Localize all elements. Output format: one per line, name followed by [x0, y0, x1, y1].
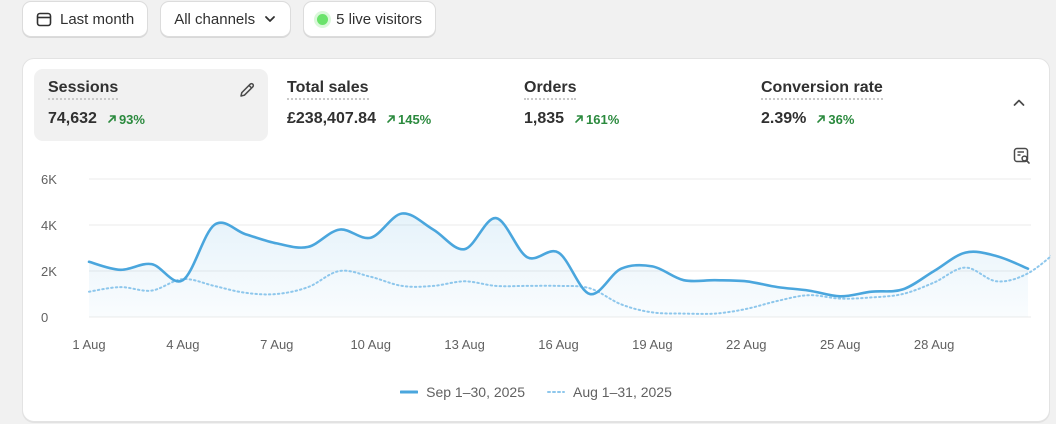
metric-value: £238,407.84	[287, 110, 376, 127]
x-tick-label: 13 Aug	[444, 337, 485, 352]
live-visitors-label: 5 live visitors	[336, 10, 422, 28]
y-tick-label: 4K	[41, 218, 57, 233]
x-tick-label: 4 Aug	[166, 337, 199, 352]
x-tick-label: 22 Aug	[726, 337, 767, 352]
chart-legend: Sep 1–30, 2025 Aug 1–31, 2025	[23, 384, 1049, 400]
x-tick-label: 19 Aug	[632, 337, 673, 352]
series-current-line	[87, 212, 1030, 298]
channels-label: All channels	[174, 10, 256, 28]
metric-change: 36%	[816, 112, 854, 127]
metric-change-value: 161%	[586, 111, 620, 127]
live-visitors-button[interactable]: 5 live visitors	[303, 1, 436, 37]
y-tick-label: 2K	[41, 264, 57, 279]
legend-label-previous: Aug 1–31, 2025	[573, 384, 672, 400]
metric-tab-total-sales[interactable]: Total sales £238,407.84 145%	[273, 69, 493, 141]
analytics-card: 6K 4K 2K 0 1 Aug 4 Aug 7 Aug 10 Aug 13 Aug 16 Aug…	[22, 58, 1051, 422]
arrow-up-right-icon	[575, 115, 583, 123]
series-previous-line	[88, 254, 1051, 315]
legend-item-previous[interactable]: Aug 1–31, 2025	[547, 384, 672, 400]
metric-label: Orders	[524, 79, 577, 100]
chevron-down-icon	[263, 12, 277, 26]
metric-change-value: 93%	[118, 111, 145, 127]
legend-label-current: Sep 1–30, 2025	[426, 384, 525, 400]
x-tick-label: 25 Aug	[820, 337, 861, 352]
x-tick-label: 28 Aug	[914, 337, 955, 352]
metric-value: 2.39%	[761, 110, 807, 127]
live-indicator-dot	[317, 13, 329, 25]
channels-dropdown[interactable]: All channels	[160, 1, 292, 37]
legend-swatch-dotted	[547, 391, 565, 393]
metric-label: Sessions	[48, 79, 119, 100]
metric-change: 145%	[386, 112, 431, 127]
metric-value: 1,835	[524, 110, 565, 127]
arrow-up-right-icon	[817, 115, 826, 123]
x-tick-label: 10 Aug	[350, 337, 391, 352]
y-tick-label: 0	[41, 310, 48, 325]
metric-change-value: 36%	[828, 111, 855, 127]
metric-change-value: 145%	[397, 111, 432, 127]
metric-label: Conversion rate	[761, 79, 883, 100]
x-tick-label: 7 Aug	[260, 337, 293, 352]
arrow-up-right-icon	[387, 115, 395, 123]
metric-tab-orders[interactable]: Orders 1,835 161%	[510, 69, 730, 141]
date-range-button[interactable]: Last month	[22, 1, 149, 37]
metric-label: Total sales	[287, 79, 369, 100]
metric-tab-sessions[interactable]: Sessions 74,632 93%	[34, 69, 268, 141]
pencil-icon[interactable]	[238, 81, 256, 104]
x-tick-label: 1 Aug	[72, 337, 105, 352]
metric-change: 161%	[574, 112, 619, 127]
chart-search-icon[interactable]	[1013, 147, 1031, 170]
x-tick-label: 16 Aug	[538, 337, 579, 352]
metric-value: 74,632	[48, 110, 97, 127]
series-current-area	[89, 213, 1028, 317]
metric-tab-conversion-rate[interactable]: Conversion rate 2.39% 36%	[747, 69, 967, 141]
legend-swatch-solid	[400, 390, 419, 394]
date-range-label: Last month	[60, 10, 135, 28]
chevron-up-icon[interactable]	[1011, 95, 1027, 116]
filter-bar: Last month All channels 5 live visitors	[22, 1, 436, 37]
y-tick-label: 6K	[41, 172, 57, 187]
calendar-icon	[36, 11, 52, 27]
arrow-up-right-icon	[108, 115, 116, 123]
legend-item-current[interactable]: Sep 1–30, 2025	[400, 384, 525, 400]
metric-change: 93%	[107, 112, 145, 127]
sessions-line-chart: 6K 4K 2K 0 1 Aug 4 Aug 7 Aug 10 Aug 13 Aug 16 Aug…	[41, 172, 1051, 352]
